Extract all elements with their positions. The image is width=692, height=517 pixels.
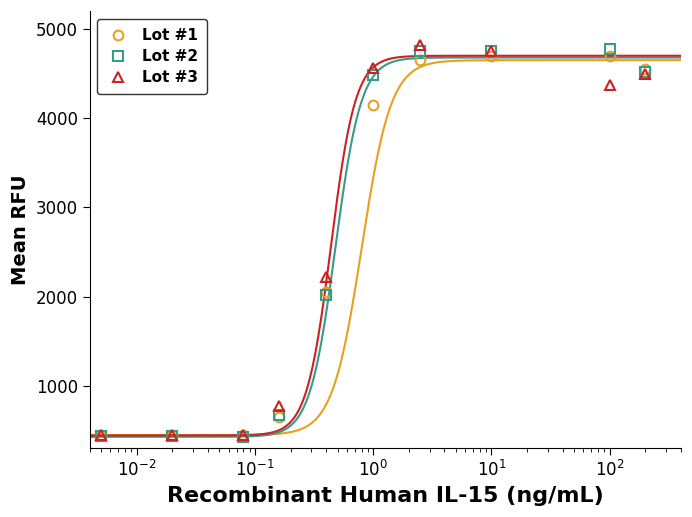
Lot #3 [641, 71, 649, 78]
Lot #2 [606, 45, 614, 52]
Lot #1 [239, 432, 248, 438]
Lot #1 [487, 53, 495, 59]
Lot #3 [322, 274, 330, 280]
Line: Lot #2: Lot #2 [96, 44, 650, 442]
Lot #3 [416, 42, 424, 48]
Lot #3 [97, 432, 105, 438]
Lot #2 [322, 292, 330, 298]
Lot #3 [487, 48, 495, 54]
Lot #3 [275, 403, 283, 409]
Lot #3 [606, 82, 614, 88]
Lot #1 [97, 432, 105, 438]
Line: Lot #3: Lot #3 [96, 40, 650, 440]
X-axis label: Recombinant Human IL-15 (ng/mL): Recombinant Human IL-15 (ng/mL) [167, 486, 603, 506]
Lot #3 [168, 432, 176, 438]
Lot #1 [606, 53, 614, 59]
Lot #2 [97, 433, 105, 439]
Lot #2 [487, 48, 495, 54]
Lot #1 [369, 102, 377, 108]
Line: Lot #1: Lot #1 [96, 51, 650, 440]
Lot #2 [416, 48, 424, 54]
Lot #2 [641, 69, 649, 75]
Lot #1 [322, 289, 330, 295]
Lot #3 [369, 65, 377, 71]
Lot #2 [239, 434, 248, 440]
Lot #2 [168, 433, 176, 439]
Lot #1 [641, 66, 649, 72]
Lot #1 [416, 57, 424, 63]
Y-axis label: Mean RFU: Mean RFU [11, 175, 30, 285]
Lot #2 [275, 412, 283, 418]
Lot #2 [369, 72, 377, 79]
Lot #1 [275, 414, 283, 420]
Legend: Lot #1, Lot #2, Lot #3: Lot #1, Lot #2, Lot #3 [98, 19, 207, 94]
Lot #3 [239, 432, 248, 438]
Lot #1 [168, 432, 176, 438]
